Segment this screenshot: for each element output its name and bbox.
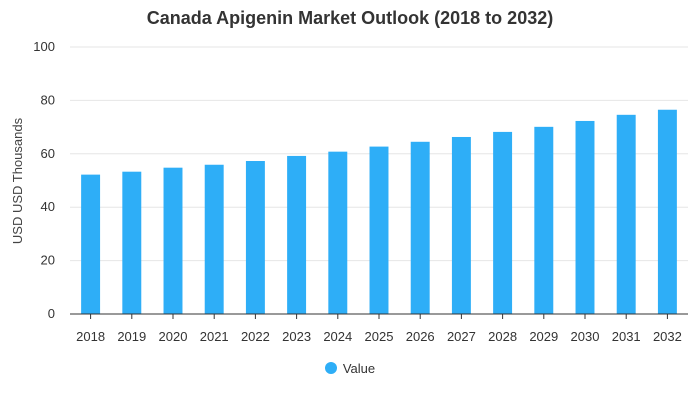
x-tick-label: 2030 xyxy=(571,329,600,344)
x-tick-label: 2027 xyxy=(447,329,476,344)
bar-2021[interactable] xyxy=(204,164,224,314)
y-tick-label: 0 xyxy=(48,306,55,321)
bar-2029[interactable] xyxy=(534,126,554,314)
bar-2032[interactable] xyxy=(657,109,677,315)
bar-2019[interactable] xyxy=(122,171,142,314)
legend-swatch-icon xyxy=(324,362,337,374)
x-tick-label: 2022 xyxy=(241,329,270,344)
bar-2020[interactable] xyxy=(163,167,183,314)
bar-2027[interactable] xyxy=(451,136,471,314)
x-tick-label: 2031 xyxy=(612,329,641,344)
bar-2026[interactable] xyxy=(410,141,430,314)
x-tick-label: 2026 xyxy=(406,329,435,344)
bar-2022[interactable] xyxy=(245,161,265,314)
bar-2024[interactable] xyxy=(328,151,348,314)
legend[interactable]: Value xyxy=(0,361,700,376)
chart-title: Canada Apigenin Market Outlook (2018 to … xyxy=(146,8,554,28)
x-tick-label: 2018 xyxy=(76,329,105,344)
bar-2018[interactable] xyxy=(81,174,101,314)
bar-2023[interactable] xyxy=(287,155,307,314)
bar-2030[interactable] xyxy=(575,120,595,314)
x-tick-label: 2021 xyxy=(200,329,229,344)
y-tick-label: 60 xyxy=(41,146,55,161)
axes: 0 20 40 60 80 100 2018 2019 2020 2021 2022 2023 2024… xyxy=(33,39,688,344)
x-tick-label: 2024 xyxy=(323,329,352,344)
bar-2028[interactable] xyxy=(493,131,513,314)
bar-2025[interactable] xyxy=(369,146,389,314)
x-tick-label: 2032 xyxy=(653,329,682,344)
x-tick-label: 2029 xyxy=(529,329,558,344)
x-tick-label: 2028 xyxy=(488,329,517,344)
y-tick-label: 80 xyxy=(41,92,55,107)
bar-2031[interactable] xyxy=(616,114,636,315)
y-tick-label: 100 xyxy=(33,39,55,54)
x-tick-label: 2025 xyxy=(365,329,394,344)
y-tick-label: 20 xyxy=(41,253,55,268)
x-tick-label: 2019 xyxy=(117,329,146,344)
y-tick-label: 40 xyxy=(41,199,55,214)
bars xyxy=(81,109,677,315)
x-tick-label: 2023 xyxy=(282,329,311,344)
legend-label: Value xyxy=(342,361,376,376)
x-tick-label: 2020 xyxy=(159,329,188,344)
y-axis-title: USD USD Thousands xyxy=(10,117,25,244)
